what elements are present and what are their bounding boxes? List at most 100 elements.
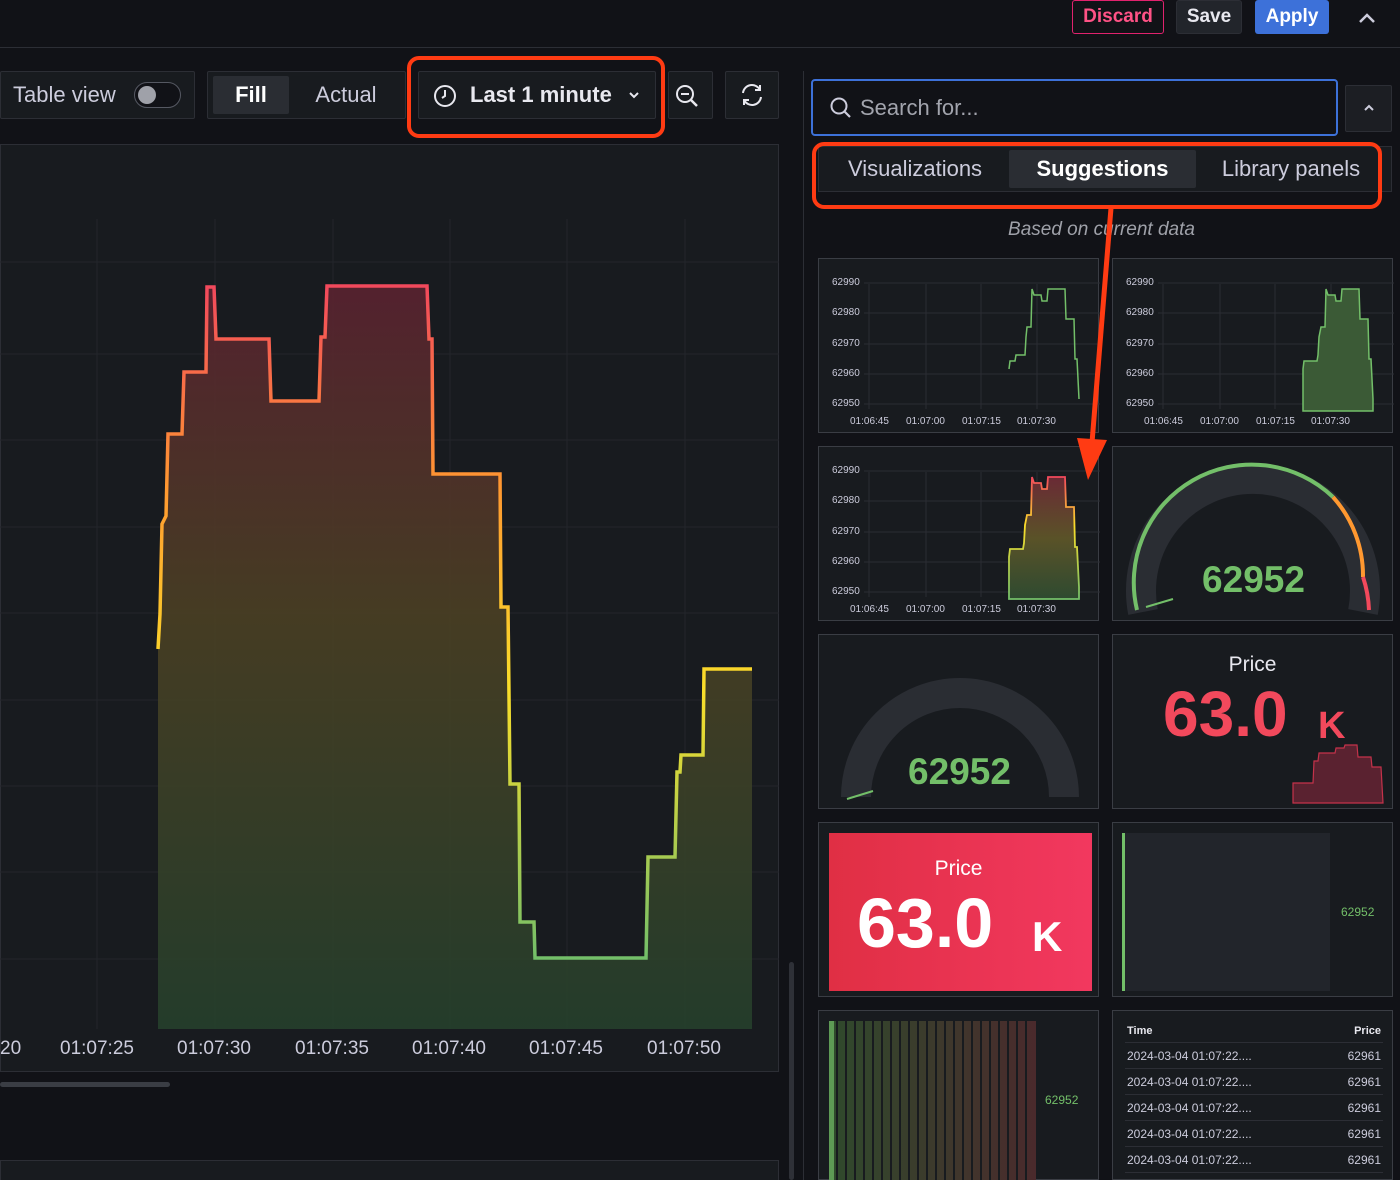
- table-row: 2024-03-04 01:07:22.... 62961: [1125, 1095, 1383, 1121]
- gauge-value: 62952: [908, 751, 1011, 792]
- x-tick: 01:07:40: [412, 1038, 486, 1059]
- column-header-price: Price: [1354, 1025, 1381, 1037]
- bar-value: 62952: [1045, 1093, 1079, 1107]
- main-chart[interactable]: [0, 144, 779, 1072]
- y-tick: 62990: [832, 465, 860, 476]
- y-tick: 62980: [832, 307, 860, 318]
- annotation-arrow: [1077, 207, 1114, 480]
- bar-track: [1122, 833, 1330, 991]
- horizontal-scrollbar[interactable]: [0, 1082, 170, 1087]
- x-tick: 01:07:15: [962, 604, 1001, 615]
- y-tick: 62980: [1126, 307, 1154, 318]
- table-header: Time Price: [1125, 1019, 1383, 1043]
- bars: [829, 1021, 1036, 1180]
- tab-suggestions[interactable]: Suggestions: [1009, 150, 1196, 188]
- switch-knob: [138, 86, 156, 104]
- x-tick: 01:07:00: [906, 416, 945, 427]
- suggestion-gauge[interactable]: 62952: [818, 634, 1099, 809]
- x-tick: 01:07:30: [1017, 604, 1056, 615]
- bottom-panel: [0, 1160, 779, 1180]
- x-tick: 01:07:30: [1311, 416, 1350, 427]
- annotation-box-tabs: [812, 142, 1382, 209]
- stat-unit: K: [1032, 913, 1063, 960]
- save-button[interactable]: Save: [1176, 0, 1242, 34]
- x-tick: 01:06:45: [850, 604, 889, 615]
- actual-button[interactable]: Actual: [315, 82, 377, 107]
- mini-chart: [1158, 282, 1394, 412]
- chevron-up-icon: [1364, 104, 1374, 111]
- chevron-up-icon[interactable]: [1352, 8, 1382, 28]
- gauge: [1126, 462, 1380, 615]
- y-tick: 62960: [832, 556, 860, 567]
- cell-time: 2024-03-04 01:07:22....: [1127, 1153, 1252, 1167]
- zoom-out-button[interactable]: [668, 71, 713, 119]
- table-row: 2024-03-04 01:07:22.... 62961: [1125, 1069, 1383, 1095]
- cell-time: 2024-03-04 01:07:22....: [1127, 1075, 1252, 1089]
- x-tick: 01:07:00: [1200, 416, 1239, 427]
- cell-time: 2024-03-04 01:07:22....: [1127, 1101, 1252, 1115]
- vertical-scrollbar[interactable]: [789, 962, 794, 1180]
- time-range-label: Last 1 minute: [470, 82, 612, 107]
- zoom-out-icon: [676, 85, 698, 107]
- stat-value: 63.0: [857, 884, 994, 962]
- y-tick: 62950: [832, 398, 860, 409]
- cell-price: 62961: [1347, 1101, 1381, 1115]
- y-tick: 62960: [832, 368, 860, 379]
- y-tick: 62990: [1126, 277, 1154, 288]
- suggestion-bar-gauge[interactable]: 62952: [1112, 822, 1393, 997]
- suggestion-time-series-lines[interactable]: 62990 62980 62970 62960 62950 01:06:45 0…: [818, 258, 1100, 433]
- time-range-picker[interactable]: [418, 71, 656, 119]
- sparkline: [1292, 744, 1384, 804]
- suggestion-stat-sparkline[interactable]: Price 63.0 K: [1112, 634, 1393, 809]
- cell-price: 62961: [1347, 1127, 1381, 1141]
- suggestion-gauge-thresholds[interactable]: 62952: [1112, 446, 1393, 621]
- mini-chart: [864, 282, 1100, 409]
- y-tick: 62960: [1126, 368, 1154, 379]
- suggestion-time-series-gradient[interactable]: 62990 62980 62970 62960 62950 01:06:45 0…: [818, 446, 1100, 621]
- search-icon: [830, 97, 851, 118]
- tab-visualizations[interactable]: Visualizations: [847, 156, 983, 181]
- x-tick: 01:07:45: [529, 1038, 603, 1059]
- discard-button[interactable]: Discard: [1072, 0, 1164, 34]
- column-header-time: Time: [1127, 1025, 1153, 1037]
- bar-fill: [1122, 833, 1125, 991]
- cell-price: 62961: [1347, 1049, 1381, 1063]
- x-tick: 01:06:45: [850, 416, 889, 427]
- top-bar: [0, 0, 1400, 48]
- y-tick: 62980: [832, 495, 860, 506]
- refresh-icon: [742, 84, 762, 106]
- y-tick: 62950: [1126, 398, 1154, 409]
- table-row: 2024-03-04 01:07:22.... 62961: [1125, 1043, 1383, 1069]
- stat-background: [829, 833, 1092, 991]
- stat-unit: K: [1318, 705, 1346, 747]
- suggestion-bar-chart[interactable]: 62952: [818, 1010, 1099, 1180]
- table-view-label: Table view: [13, 82, 116, 107]
- bar-value: 62952: [1341, 905, 1375, 919]
- y-tick: 62970: [832, 526, 860, 537]
- collapse-button[interactable]: [1345, 85, 1392, 132]
- annotation-box-time: [407, 56, 665, 138]
- x-tick: 01:07:30: [1017, 416, 1056, 427]
- x-tick: 01:07:15: [1256, 416, 1295, 427]
- cell-time: 2024-03-04 01:07:22....: [1127, 1127, 1252, 1141]
- table-row: 2024-03-04 01:07:22.... 62961: [1125, 1147, 1383, 1173]
- gauge-value: 62952: [1202, 559, 1305, 600]
- x-tick: 01:07:25: [60, 1038, 134, 1059]
- refresh-button[interactable]: [725, 71, 779, 119]
- x-tick: 01:07:15: [962, 416, 1001, 427]
- x-tick: 01:07:35: [295, 1038, 369, 1059]
- chevron-down-icon: [629, 92, 639, 99]
- suggestion-time-series-area[interactable]: 62990 62980 62970 62960 62950 01:06:45 0…: [1112, 258, 1394, 433]
- suggestion-table[interactable]: Time Price 2024-03-04 01:07:22.... 62961…: [1112, 1010, 1393, 1180]
- fill-button[interactable]: Fill: [213, 76, 289, 114]
- x-tick: 01:06:45: [1144, 416, 1183, 427]
- apply-button[interactable]: Apply: [1255, 0, 1329, 34]
- series-area: [158, 286, 752, 1029]
- suggestion-stat-background[interactable]: Price 63.0 K: [818, 822, 1099, 997]
- tab-library-panels[interactable]: Library panels: [1221, 156, 1361, 181]
- x-tick: 01:07:00: [906, 604, 945, 615]
- search-input[interactable]: [860, 92, 1320, 124]
- based-on-label: Based on current data: [1008, 219, 1195, 240]
- gauge: [841, 678, 1079, 800]
- y-tick: 62950: [832, 586, 860, 597]
